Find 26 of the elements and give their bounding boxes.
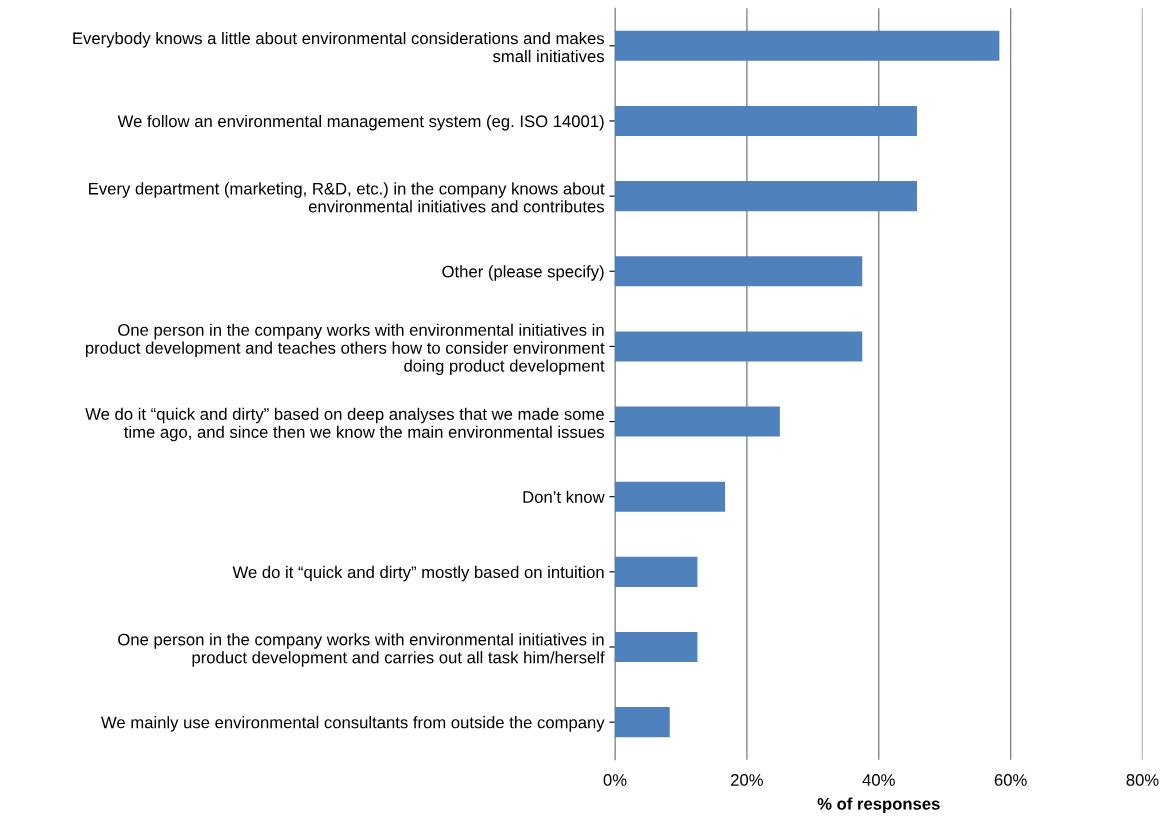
x-tick-label: 40% (862, 774, 895, 786)
y-tick-label: We mainly use environmental consultants from outside the company (101, 716, 605, 732)
y-tick-label: We do it “quick and dirty” based on deep analyses that we made some time ago, and since then we know the main environmental issues (85, 407, 605, 442)
bar (615, 481, 726, 512)
x-tick-label: 80% (1126, 774, 1159, 786)
bar (615, 181, 917, 212)
bar (615, 556, 698, 587)
x-tick-label: 0% (603, 774, 627, 786)
x-axis-title: % of responses (817, 797, 940, 814)
y-tick-label: We do it “quick and dirty” mostly based on intuition (232, 565, 604, 582)
y-tick-label: Don’t know (523, 490, 605, 503)
bar (615, 707, 670, 738)
y-tick-label: Every department (marketing, R&D, etc.) in the company knows about environmental initiatives and contributes (89, 182, 605, 213)
x-tick-label: 60% (994, 774, 1027, 786)
bar (615, 406, 780, 437)
bar (615, 631, 698, 663)
bar (615, 256, 863, 287)
bar (615, 30, 1000, 61)
y-tick-label: One person in the company works with environmental initiatives in product development and carries out all task him/herself (118, 633, 605, 667)
y-tick-label: Everybody knows a little about environmental considerations and makes small initiatives (73, 32, 605, 63)
y-tick-label: We follow an environmental management system (eg. ISO 14001) (117, 114, 604, 131)
y-tick-label: Other (please specify) (442, 265, 604, 281)
x-tick-label: 20% (731, 774, 763, 786)
bar (615, 105, 917, 136)
y-tick-label: One person in the company works with environmental initiatives in product development and teaches others how to consider environment doing product development (85, 323, 605, 376)
bar (615, 331, 863, 362)
